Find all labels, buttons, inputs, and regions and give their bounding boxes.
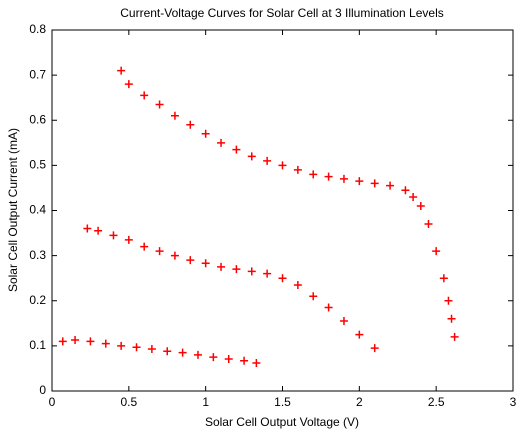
marker bbox=[170, 251, 179, 260]
marker bbox=[58, 337, 67, 346]
marker bbox=[450, 332, 459, 341]
marker bbox=[140, 242, 149, 251]
marker bbox=[386, 181, 395, 190]
marker bbox=[324, 303, 333, 312]
marker bbox=[444, 296, 453, 305]
marker bbox=[124, 80, 133, 89]
x-tick-label: 0.5 bbox=[120, 395, 137, 409]
marker bbox=[163, 347, 172, 356]
marker bbox=[355, 330, 364, 339]
marker bbox=[217, 262, 226, 271]
marker bbox=[186, 120, 195, 129]
y-tick-label: 0 bbox=[39, 383, 46, 397]
y-tick-label: 0.5 bbox=[29, 158, 46, 172]
marker bbox=[232, 145, 241, 154]
chart-title: Current-Voltage Curves for Solar Cell at… bbox=[120, 6, 443, 20]
marker bbox=[278, 161, 287, 170]
marker bbox=[409, 192, 418, 201]
marker bbox=[209, 353, 218, 362]
x-axis-label: Solar Cell Output Voltage (V) bbox=[205, 415, 359, 429]
marker bbox=[232, 265, 241, 274]
marker bbox=[170, 111, 179, 120]
x-tick-label: 2.5 bbox=[428, 395, 445, 409]
x-tick-label: 3 bbox=[510, 395, 517, 409]
y-tick-label: 0.7 bbox=[29, 67, 46, 81]
y-tick-label: 0.3 bbox=[29, 248, 46, 262]
marker bbox=[339, 174, 348, 183]
marker bbox=[147, 345, 156, 354]
marker bbox=[252, 359, 261, 368]
marker bbox=[140, 91, 149, 100]
marker bbox=[71, 336, 80, 345]
marker bbox=[109, 231, 118, 240]
marker bbox=[201, 129, 210, 138]
y-tick-label: 0.6 bbox=[29, 112, 46, 126]
x-tick-label: 1.5 bbox=[274, 395, 291, 409]
marker bbox=[117, 66, 126, 75]
marker bbox=[447, 314, 456, 323]
y-tick-label: 0.8 bbox=[29, 22, 46, 36]
marker bbox=[247, 152, 256, 161]
marker bbox=[224, 354, 233, 363]
x-tick-label: 1 bbox=[202, 395, 209, 409]
marker bbox=[324, 172, 333, 181]
marker bbox=[86, 337, 95, 346]
marker bbox=[247, 267, 256, 276]
marker bbox=[309, 170, 318, 179]
marker bbox=[178, 348, 187, 357]
marker bbox=[278, 274, 287, 283]
y-axis-label: Solar Cell Output Current (mA) bbox=[6, 128, 20, 292]
marker bbox=[132, 343, 141, 352]
x-tick-label: 2 bbox=[356, 395, 363, 409]
marker bbox=[309, 292, 318, 301]
marker bbox=[370, 179, 379, 188]
marker bbox=[217, 138, 226, 147]
marker bbox=[240, 356, 249, 365]
marker bbox=[424, 220, 433, 229]
plot-frame bbox=[51, 29, 514, 392]
marker bbox=[83, 224, 92, 233]
y-tick-label: 0.1 bbox=[29, 338, 46, 352]
marker bbox=[293, 165, 302, 174]
y-tick-label: 0.2 bbox=[29, 293, 46, 307]
marker bbox=[263, 269, 272, 278]
marker bbox=[263, 156, 272, 165]
marker bbox=[186, 256, 195, 265]
marker bbox=[355, 177, 364, 186]
marker bbox=[193, 350, 202, 359]
marker bbox=[155, 100, 164, 109]
y-tick-label: 0.4 bbox=[29, 203, 46, 217]
marker bbox=[401, 186, 410, 195]
marker bbox=[432, 247, 441, 256]
marker bbox=[201, 259, 210, 268]
marker bbox=[339, 317, 348, 326]
marker bbox=[293, 280, 302, 289]
x-tick-label: 0 bbox=[49, 395, 56, 409]
marker bbox=[370, 344, 379, 353]
marker bbox=[155, 247, 164, 256]
marker bbox=[117, 341, 126, 350]
marker bbox=[94, 226, 103, 235]
marker bbox=[439, 274, 448, 283]
marker bbox=[101, 339, 110, 348]
marker bbox=[124, 235, 133, 244]
marker bbox=[416, 201, 425, 210]
